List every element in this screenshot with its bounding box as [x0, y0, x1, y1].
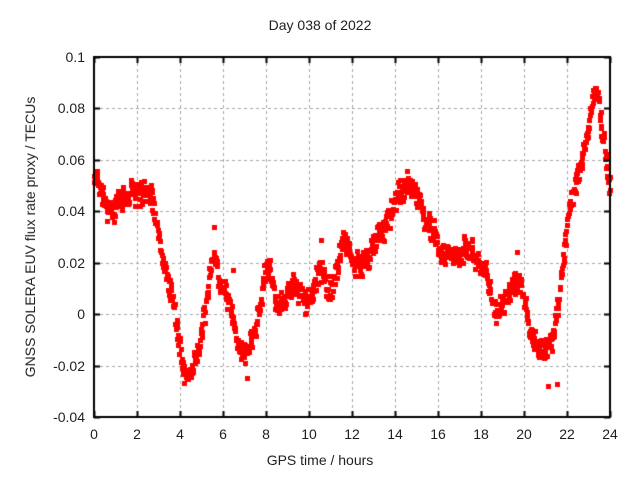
x-tick-label: 8 [262, 426, 270, 442]
y-tick-label: 0 [77, 306, 85, 322]
y-tick-label: 0.08 [57, 100, 85, 116]
x-axis-label: GPS time / hours [266, 452, 374, 468]
x-tick-label: 10 [301, 426, 317, 442]
x-tick-label: 20 [516, 426, 532, 442]
x-tick-label: 2 [133, 426, 141, 442]
x-tick-label: 14 [387, 426, 403, 442]
y-axis-label: GNSS SOLERA EUV flux rate proxy / TECUs [22, 96, 38, 378]
x-tick-label: 12 [344, 426, 360, 442]
y-tick-label: 0.04 [57, 203, 85, 219]
chart-title: Day 038 of 2022 [268, 17, 372, 33]
x-tick-label: 6 [219, 426, 227, 442]
y-tick-label: 0.06 [57, 152, 85, 168]
x-tick-label: 22 [559, 426, 575, 442]
x-tick-label: 24 [602, 426, 618, 442]
y-tick-label: -0.04 [53, 409, 85, 425]
y-tick-label: -0.02 [53, 358, 85, 374]
y-tick-label: 0.02 [57, 255, 85, 271]
x-tick-label: 4 [176, 426, 184, 442]
x-tick-label: 0 [90, 426, 98, 442]
y-tick-label: 0.1 [65, 49, 85, 65]
x-tick-label: 18 [473, 426, 489, 442]
x-tick-label: 16 [430, 426, 446, 442]
